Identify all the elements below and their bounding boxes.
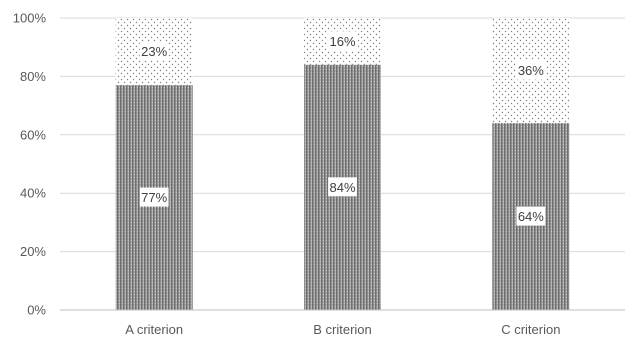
x-category-label: C criterion — [501, 322, 560, 337]
bars — [115, 18, 570, 311]
y-tick-label: 100% — [13, 11, 47, 26]
data-label-background — [328, 31, 357, 51]
x-axis-category-labels: A criterion B criterion C criterion — [125, 322, 560, 337]
data-label: 64% — [518, 209, 544, 224]
data-label-background — [139, 187, 169, 207]
data-label: 84% — [329, 180, 355, 195]
data-label: 16% — [329, 34, 355, 49]
x-category-label: A criterion — [125, 322, 183, 337]
data-label-background — [328, 177, 357, 197]
data-label: 23% — [141, 44, 167, 59]
y-tick-label: 40% — [20, 186, 46, 201]
y-tick-label: 60% — [20, 127, 46, 142]
data-label-background — [139, 41, 169, 61]
data-label: 36% — [518, 63, 544, 78]
y-tick-label: 80% — [20, 69, 46, 84]
data-label-background — [516, 60, 546, 80]
y-tick-label: 0% — [27, 303, 46, 318]
y-tick-label: 20% — [20, 244, 46, 259]
data-labels: 77% 23% 84% 16% 64% 36% — [139, 31, 546, 226]
data-label: 77% — [141, 190, 167, 205]
y-axis-tick-labels: 0% 20% 40% 60% 80% 100% — [13, 11, 47, 318]
data-label-background — [516, 206, 546, 226]
x-category-label: B criterion — [313, 322, 372, 337]
